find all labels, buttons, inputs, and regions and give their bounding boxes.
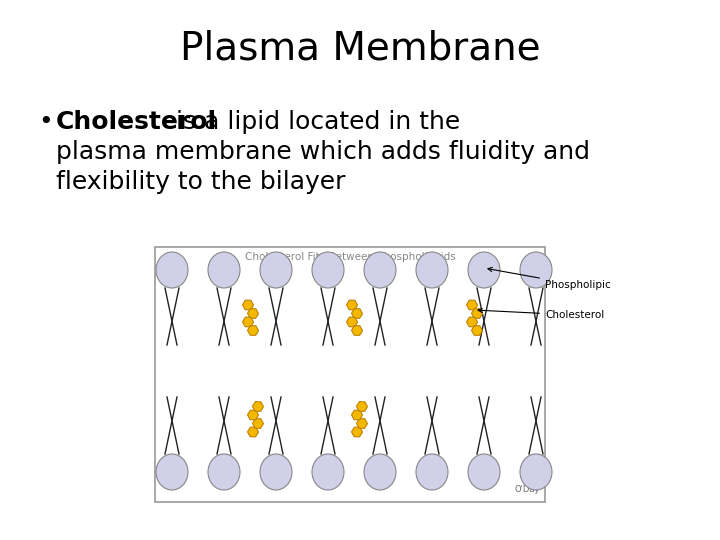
- Ellipse shape: [208, 252, 240, 288]
- Text: Phospholipic: Phospholipic: [488, 267, 611, 290]
- Ellipse shape: [520, 252, 552, 288]
- Ellipse shape: [156, 252, 188, 288]
- Ellipse shape: [312, 252, 344, 288]
- Text: Plasma Membrane: Plasma Membrane: [180, 30, 540, 68]
- Text: is a lipid located in the: is a lipid located in the: [168, 110, 460, 134]
- Text: plasma membrane which adds fluidity and: plasma membrane which adds fluidity and: [56, 140, 590, 164]
- Text: •: •: [38, 110, 53, 134]
- Ellipse shape: [468, 454, 500, 490]
- Text: flexibility to the bilayer: flexibility to the bilayer: [56, 170, 346, 194]
- Bar: [155, 247, 545, 502]
- Ellipse shape: [416, 454, 448, 490]
- Text: Cholesterol: Cholesterol: [56, 110, 217, 134]
- Ellipse shape: [312, 454, 344, 490]
- Ellipse shape: [416, 252, 448, 288]
- Ellipse shape: [468, 252, 500, 288]
- Ellipse shape: [364, 454, 396, 490]
- Text: Cholesterol: Cholesterol: [478, 308, 604, 320]
- Text: O'Day: O'Day: [515, 485, 540, 494]
- Ellipse shape: [260, 454, 292, 490]
- Text: Cholesterol Fits Between Phospholipoids: Cholesterol Fits Between Phospholipoids: [245, 252, 455, 262]
- Ellipse shape: [208, 454, 240, 490]
- Ellipse shape: [156, 454, 188, 490]
- Ellipse shape: [364, 252, 396, 288]
- Ellipse shape: [260, 252, 292, 288]
- Ellipse shape: [520, 454, 552, 490]
